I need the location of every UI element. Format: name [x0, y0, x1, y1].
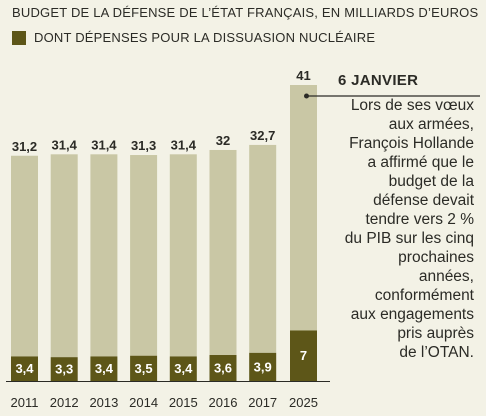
nuclear-label-2025: 7 — [300, 348, 307, 363]
x-tick-2015: 2015 — [169, 395, 198, 410]
x-tick-2017: 2017 — [248, 395, 277, 410]
total-label-2014: 31,3 — [131, 138, 156, 153]
total-label-2015: 31,4 — [171, 137, 197, 152]
nuclear-label-2014: 3,5 — [135, 361, 153, 376]
x-tick-2025: 2025 — [289, 395, 318, 410]
bar-total-2016 — [210, 150, 237, 355]
nuclear-label-2016: 3,6 — [214, 361, 232, 376]
x-tick-2013: 2013 — [89, 395, 118, 410]
total-label-2016: 32 — [216, 133, 230, 148]
annotation: 6 JANVIER Lors de ses vœux aux armées, F… — [312, 72, 480, 362]
annotation-text: Lors de ses vœux aux armées, François Ho… — [312, 96, 480, 362]
nuclear-label-2012: 3,3 — [55, 362, 73, 377]
bar-total-2015 — [170, 154, 197, 356]
bar-total-2013 — [90, 154, 117, 356]
x-tick-2016: 2016 — [209, 395, 238, 410]
x-tick-2012: 2012 — [50, 395, 79, 410]
bar-total-2017 — [249, 145, 276, 353]
x-tick-2014: 2014 — [129, 395, 158, 410]
total-label-2012: 31,4 — [52, 137, 78, 152]
bar-total-2014 — [130, 155, 157, 356]
annotation-date: 6 JANVIER — [338, 72, 480, 92]
total-label-2013: 31,4 — [91, 137, 117, 152]
nuclear-label-2017: 3,9 — [254, 359, 272, 374]
nuclear-label-2015: 3,4 — [174, 361, 193, 376]
bar-total-2012 — [51, 154, 78, 357]
total-label-2025: 41 — [296, 68, 310, 83]
total-label-2017: 32,7 — [250, 128, 275, 143]
nuclear-label-2013: 3,4 — [95, 361, 114, 376]
total-label-2011: 31,2 — [12, 139, 37, 154]
bar-total-2011 — [11, 156, 38, 357]
nuclear-label-2011: 3,4 — [15, 361, 34, 376]
x-tick-2011: 2011 — [11, 395, 39, 410]
